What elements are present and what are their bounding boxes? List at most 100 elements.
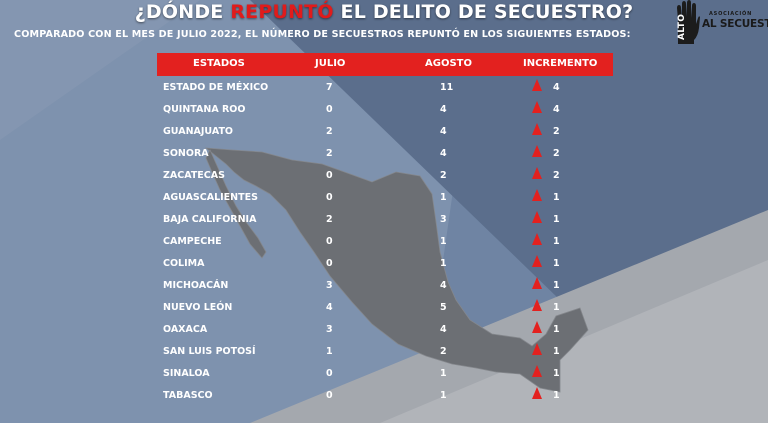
july-cell: 1 [326, 346, 333, 357]
title-part1: ¿DÓNDE [134, 1, 231, 23]
table-row: COLIMA 0 1 1 [0, 255, 768, 280]
header-increase: INCREMENTO [523, 58, 598, 69]
increase-cell: 1 [553, 324, 560, 335]
increase-arrow-icon [532, 123, 542, 135]
logo-association: ASOCIACIÓN [709, 11, 753, 17]
july-cell: 0 [326, 104, 333, 115]
table-row: GUANAJUATO 2 4 2 [0, 123, 768, 148]
july-cell: 0 [326, 258, 333, 269]
increase-arrow-icon [532, 343, 542, 355]
state-cell: AGUASCALIENTES [163, 192, 258, 203]
table-row: SAN LUIS POTOSÍ 1 2 1 [0, 343, 768, 368]
august-cell: 2 [440, 346, 447, 357]
july-cell: 0 [326, 368, 333, 379]
increase-arrow-icon [532, 167, 542, 179]
header-august: AGOSTO [425, 58, 472, 69]
state-cell: OAXACA [163, 324, 208, 335]
july-cell: 4 [326, 302, 333, 313]
july-cell: 2 [326, 214, 333, 225]
mexico-map [204, 147, 589, 393]
august-cell: 2 [440, 170, 447, 181]
state-cell: SINALOA [163, 368, 210, 379]
july-cell: 2 [326, 148, 333, 159]
increase-arrow-icon [532, 387, 542, 399]
state-cell: ESTADO DE MÉXICO [163, 82, 269, 93]
title-part2: EL DELITO DE SECUESTRO? [333, 1, 634, 23]
state-cell: TABASCO [163, 390, 213, 401]
table-row: SINALOA 0 1 1 [0, 365, 768, 390]
august-cell: 1 [440, 390, 447, 401]
july-cell: 0 [326, 390, 333, 401]
increase-arrow-icon [532, 277, 542, 289]
august-cell: 11 [440, 82, 454, 93]
increase-cell: 4 [553, 104, 560, 115]
increase-arrow-icon [532, 299, 542, 311]
july-cell: 3 [326, 280, 333, 291]
increase-arrow-icon [532, 321, 542, 333]
table-row: TABASCO 0 1 1 [0, 387, 768, 412]
july-cell: 0 [326, 170, 333, 181]
state-cell: BAJA CALIFORNIA [163, 214, 257, 225]
table-row: AGUASCALIENTES 0 1 1 [0, 189, 768, 214]
state-cell: QUINTANA ROO [163, 104, 246, 115]
table-row: NUEVO LEÓN 4 5 1 [0, 299, 768, 324]
table-row: CAMPECHE 0 1 1 [0, 233, 768, 258]
logo-alto: ALTO [677, 13, 687, 40]
increase-arrow-icon [532, 211, 542, 223]
logo: ALTO ASOCIACIÓN AL SECUESTRO [672, 0, 768, 44]
increase-cell: 1 [553, 192, 560, 203]
increase-cell: 1 [553, 280, 560, 291]
state-cell: SAN LUIS POTOSÍ [163, 346, 256, 357]
state-cell: NUEVO LEÓN [163, 302, 233, 313]
table-row: MICHOACÁN 3 4 1 [0, 277, 768, 302]
july-cell: 0 [326, 192, 333, 203]
increase-cell: 2 [553, 170, 560, 181]
state-cell: MICHOACÁN [163, 280, 229, 291]
increase-cell: 1 [553, 346, 560, 357]
table-header: ESTADOS JULIO AGOSTO INCREMENTO [157, 53, 613, 76]
july-cell: 0 [326, 236, 333, 247]
increase-arrow-icon [532, 365, 542, 377]
august-cell: 4 [440, 280, 447, 291]
logo-secuestro: AL SECUESTRO [702, 18, 768, 30]
august-cell: 1 [440, 368, 447, 379]
increase-cell: 1 [553, 390, 560, 401]
state-cell: ZACATECAS [163, 170, 225, 181]
table-row: SONORA 2 4 2 [0, 145, 768, 170]
july-cell: 2 [326, 126, 333, 137]
subtitle: COMPARADO CON EL MES DE JULIO 2022, EL N… [14, 29, 631, 40]
august-cell: 3 [440, 214, 447, 225]
august-cell: 4 [440, 104, 447, 115]
stop-hand-icon [677, 0, 700, 44]
increase-arrow-icon [532, 101, 542, 113]
increase-arrow-icon [532, 189, 542, 201]
increase-arrow-icon [532, 145, 542, 157]
august-cell: 5 [440, 302, 447, 313]
state-cell: CAMPECHE [163, 236, 222, 247]
july-cell: 7 [326, 82, 333, 93]
increase-cell: 1 [553, 214, 560, 225]
august-cell: 4 [440, 324, 447, 335]
increase-arrow-icon [532, 233, 542, 245]
page-title: ¿DÓNDE REPUNTÓ EL DELITO DE SECUESTRO? [0, 1, 768, 23]
state-cell: COLIMA [163, 258, 205, 269]
increase-cell: 1 [553, 368, 560, 379]
table-row: ESTADO DE MÉXICO 7 11 4 [0, 79, 768, 104]
state-cell: GUANAJUATO [163, 126, 234, 137]
increase-cell: 2 [553, 126, 560, 137]
table-row: QUINTANA ROO 0 4 4 [0, 101, 768, 126]
increase-cell: 1 [553, 258, 560, 269]
august-cell: 1 [440, 236, 447, 247]
august-cell: 4 [440, 148, 447, 159]
july-cell: 3 [326, 324, 333, 335]
increase-arrow-icon [532, 79, 542, 91]
august-cell: 4 [440, 126, 447, 137]
increase-cell: 1 [553, 236, 560, 247]
table-row: OAXACA 3 4 1 [0, 321, 768, 346]
header-july: JULIO [315, 58, 346, 69]
table-row: BAJA CALIFORNIA 2 3 1 [0, 211, 768, 236]
increase-arrow-icon [532, 255, 542, 267]
august-cell: 1 [440, 258, 447, 269]
august-cell: 1 [440, 192, 447, 203]
title-highlight: REPUNTÓ [230, 1, 334, 23]
